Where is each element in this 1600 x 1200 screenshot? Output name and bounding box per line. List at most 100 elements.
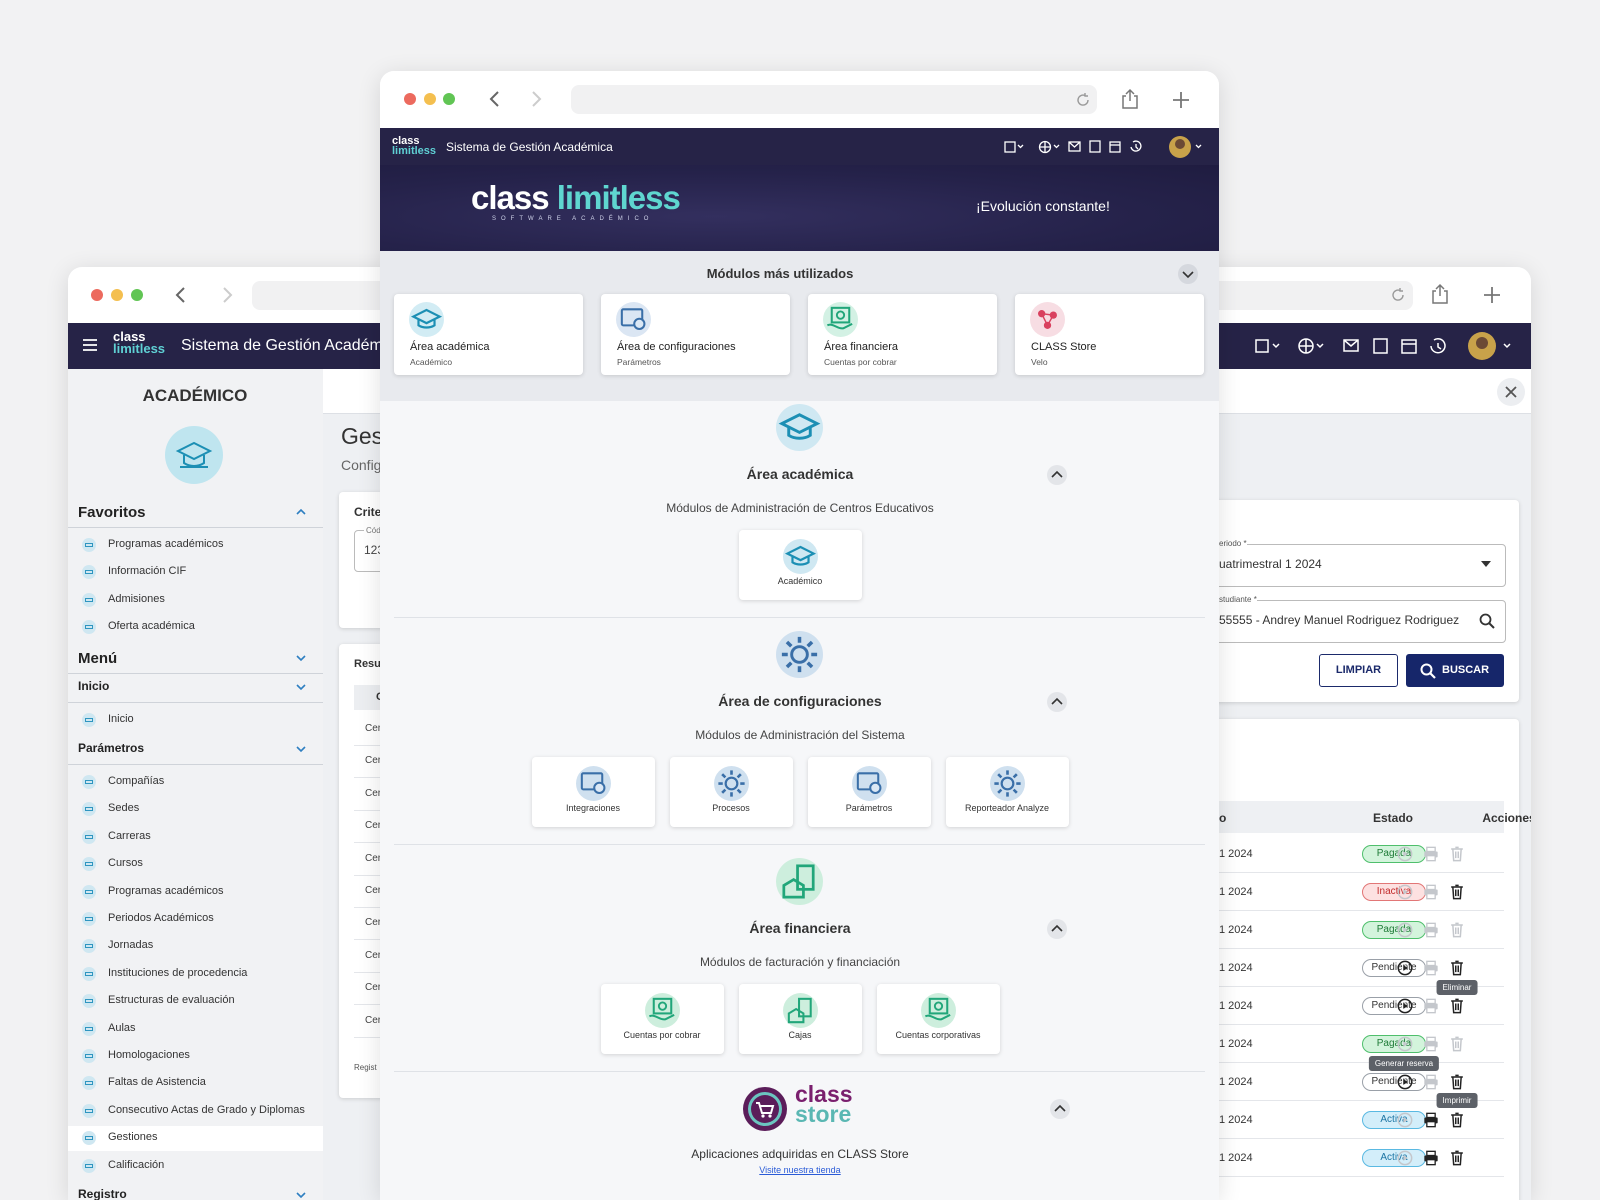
row-action[interactable]	[1395, 958, 1415, 983]
tooltip: Imprimir	[1436, 1093, 1478, 1108]
close-dot[interactable]	[404, 93, 416, 105]
chevron[interactable]	[294, 1188, 308, 1200]
divider	[68, 702, 323, 703]
row-action[interactable]	[1421, 844, 1441, 869]
row-action[interactable]	[1421, 882, 1441, 907]
header-icons[interactable]	[1003, 133, 1213, 161]
collapse-button[interactable]	[1046, 691, 1068, 713]
menu-item[interactable]: Carreras	[108, 829, 151, 842]
menu-item[interactable]: Gestiones	[108, 1131, 158, 1144]
share-icon[interactable]	[1120, 88, 1140, 110]
row-action[interactable]	[1395, 920, 1415, 945]
url-bar[interactable]	[571, 85, 1097, 114]
row-action[interactable]	[1447, 920, 1467, 945]
row-action[interactable]	[1447, 1072, 1467, 1097]
row-action[interactable]	[1447, 958, 1467, 983]
icon	[717, 770, 745, 797]
chevron[interactable]	[294, 742, 308, 756]
row-action[interactable]	[1421, 996, 1441, 1021]
row-action[interactable]	[1447, 1148, 1467, 1173]
menu-item[interactable]: Periodos Académicos	[108, 912, 214, 924]
icon	[1038, 310, 1057, 329]
dropdown-arrow[interactable]	[1480, 559, 1492, 569]
close-dot[interactable]	[91, 289, 103, 301]
row-action[interactable]	[1421, 1148, 1441, 1173]
new-tab-icon[interactable]	[1482, 285, 1502, 305]
row-action[interactable]	[1395, 1148, 1415, 1173]
menu-item[interactable]: Programas académicos	[108, 884, 224, 897]
collapse-button[interactable]	[1046, 918, 1068, 940]
clear-button[interactable]: LIMPIAR	[1319, 654, 1398, 687]
row-action[interactable]	[1421, 1072, 1441, 1097]
row-text: Cer	[365, 723, 382, 734]
maximize-dot[interactable]	[443, 93, 455, 105]
item-icon	[82, 620, 96, 635]
new-tab-icon[interactable]	[1171, 90, 1191, 110]
row-action[interactable]	[1395, 882, 1415, 907]
row-action[interactable]	[1447, 844, 1467, 869]
row-action[interactable]	[1395, 1072, 1415, 1097]
store-link[interactable]: Visite nuestra tienda	[759, 1165, 841, 1175]
menu-item[interactable]: Faltas de Asistencia	[108, 1076, 206, 1089]
minimize-dot[interactable]	[424, 93, 436, 105]
collapse-button[interactable]	[1046, 464, 1068, 486]
menu-item[interactable]: Aulas	[108, 1021, 136, 1034]
menu-item[interactable]: Inicio	[108, 713, 134, 725]
nav-arrows[interactable]	[174, 285, 244, 305]
icon	[1451, 922, 1463, 938]
close-button[interactable]	[1496, 377, 1526, 407]
menu-item[interactable]: Sedes	[108, 802, 140, 815]
row-action[interactable]	[1421, 958, 1441, 983]
menu-item[interactable]: Jornadas	[108, 939, 154, 952]
menu-item[interactable]: Instituciones de procedencia	[108, 966, 248, 979]
menu-item[interactable]: Compañías	[108, 775, 165, 787]
module-label: Cajas	[788, 1030, 812, 1040]
area-icon	[776, 858, 823, 905]
maximize-dot[interactable]	[131, 289, 143, 301]
menu-item[interactable]: Consecutivo Actas de Grado y Diplomas	[108, 1103, 305, 1116]
menu-heading: Menú	[78, 650, 118, 667]
chevron[interactable]	[294, 680, 308, 694]
row-action[interactable]	[1447, 1110, 1467, 1135]
row-action[interactable]	[1395, 1110, 1415, 1135]
row-action[interactable]	[1395, 996, 1415, 1021]
row-action[interactable]	[1421, 1110, 1441, 1135]
row-action[interactable]	[1447, 1034, 1467, 1059]
share-icon[interactable]	[1430, 283, 1450, 305]
chevron[interactable]	[294, 651, 308, 665]
minimize-dot[interactable]	[111, 289, 123, 301]
row-action[interactable]	[1421, 920, 1441, 945]
row-action[interactable]	[1395, 1034, 1415, 1059]
menu-item[interactable]: Información CIF	[108, 565, 187, 578]
menu-item[interactable]: Cursos	[108, 857, 143, 870]
row-divider	[1168, 1024, 1504, 1025]
nav-arrows[interactable]	[488, 89, 548, 109]
menu-item[interactable]: Estructuras de evaluación	[108, 994, 235, 1007]
icon	[1424, 1150, 1438, 1166]
header-icons[interactable]	[1253, 331, 1523, 361]
menu-item[interactable]: Homologaciones	[108, 1049, 190, 1061]
menu-icon[interactable]	[82, 337, 98, 353]
icon	[1451, 846, 1463, 862]
chevron	[294, 1188, 308, 1200]
collapse-button[interactable]	[1177, 263, 1199, 285]
menu-item[interactable]: Admisiones	[108, 592, 165, 605]
row-action[interactable]	[1447, 996, 1467, 1021]
row-action[interactable]	[1395, 844, 1415, 869]
reload-icon[interactable]	[1075, 92, 1091, 108]
reload-icon[interactable]	[1390, 287, 1406, 303]
icon	[1424, 1074, 1438, 1090]
row-action[interactable]	[1421, 1034, 1441, 1059]
item-icon-bar	[85, 917, 93, 921]
period-cell: 1 2024	[1219, 924, 1253, 936]
chevron[interactable]	[294, 505, 308, 519]
search-icon[interactable]	[1479, 613, 1495, 629]
menu-item[interactable]: Oferta académica	[108, 620, 195, 633]
menu-item[interactable]: Calificación	[108, 1158, 165, 1171]
search-button[interactable]: BUSCAR	[1406, 654, 1504, 687]
row-action[interactable]	[1447, 882, 1467, 907]
menu-item[interactable]: Programas académicos	[108, 538, 224, 550]
banner-slogan: ¡Evolución constante!	[976, 198, 1110, 214]
collapse-button[interactable]	[1049, 1098, 1071, 1120]
